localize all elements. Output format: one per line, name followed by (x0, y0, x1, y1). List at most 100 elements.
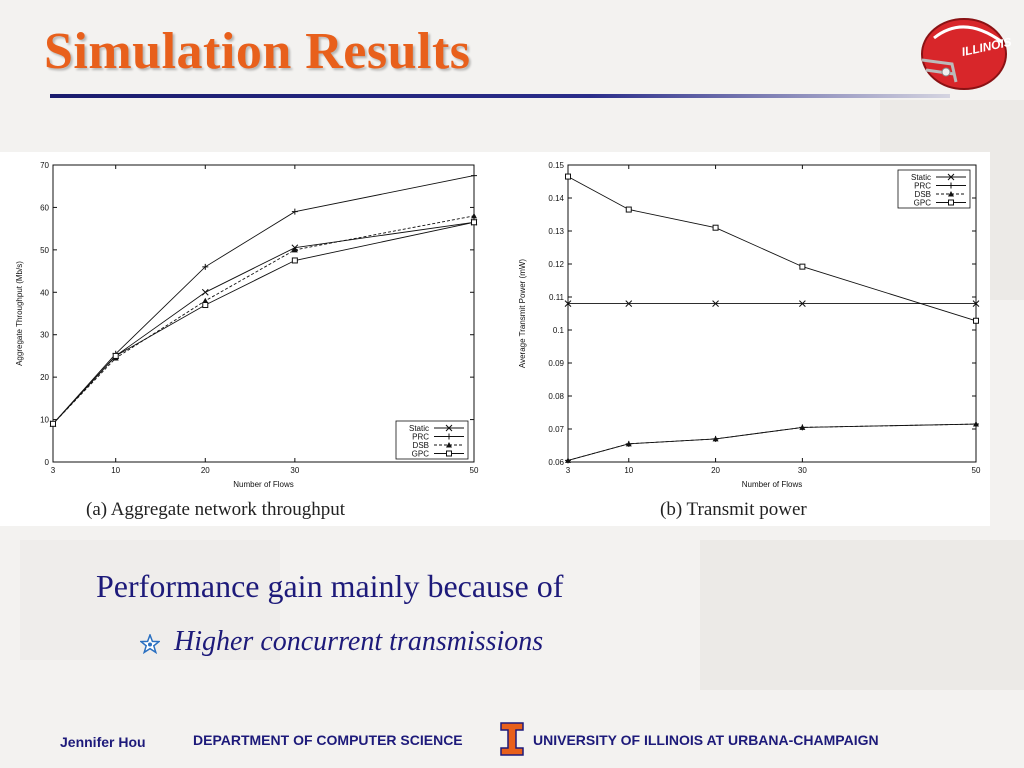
data-point-gpc (50, 420, 56, 427)
illinois-helmet-logo: ILLINOIS (921, 18, 1012, 90)
data-point-dsb (712, 435, 719, 442)
legend-label: GPC (914, 199, 932, 208)
x-tick-label: 30 (290, 466, 299, 475)
x-tick-label: 50 (470, 466, 479, 475)
legend-marker (948, 199, 954, 206)
legend-marker (446, 442, 452, 448)
x-tick-label: 30 (798, 466, 807, 475)
y-tick-label: 30 (40, 331, 49, 340)
y-axis-label: Average Transmit Power (mW) (518, 259, 527, 369)
data-point-dsb (202, 297, 209, 304)
body-line: Performance gain mainly because of (96, 568, 564, 604)
footer-author: Jennifer Hou (60, 734, 146, 750)
y-tick-label: 20 (40, 373, 49, 382)
plot-frame (52, 164, 475, 463)
x-tick-label: 50 (972, 466, 981, 475)
star-bullet-icon (140, 634, 160, 654)
data-point-dsb (625, 440, 632, 447)
legend-label: Static (911, 173, 931, 182)
series-line-dsb (567, 423, 977, 461)
y-tick-label: 0.13 (548, 227, 564, 236)
series-line-gpc (52, 221, 475, 425)
data-point-dsb (471, 212, 477, 219)
bullet-text: Higher concurrent transmissions (174, 626, 544, 657)
y-tick-label: 0.09 (548, 359, 564, 368)
legend-marker (446, 450, 452, 457)
title-underline (50, 94, 950, 98)
x-axis-label: Number of Flows (742, 480, 802, 489)
data-point-prc (202, 263, 209, 270)
charts-svg: 3 10 20 30 50 0 10 20 30 40 50 60 70 Number of Flows A… (15, 161, 981, 489)
y-tick-label: 0.06 (548, 458, 564, 467)
legend-marker (948, 191, 954, 197)
y-tick-label: 0.1 (553, 326, 565, 335)
data-point-gpc (202, 302, 209, 309)
footer-university: UNIVERSITY OF ILLINOIS AT URBANA-CHAMPAI… (533, 732, 879, 748)
legend-label: DSB (413, 441, 429, 450)
data-point-static (799, 300, 806, 307)
data-point-gpc (471, 219, 477, 226)
chart-a-caption: (a) Aggregate network throughput (86, 499, 346, 520)
data-point-static (972, 300, 980, 307)
data-point-gpc (565, 173, 571, 180)
x-tick-label: 20 (201, 466, 210, 475)
legend-box (897, 169, 971, 209)
y-tick-label: 0.14 (548, 194, 564, 203)
legend-marker (947, 173, 955, 181)
data-point-dsb (799, 424, 806, 430)
legend-label: DSB (915, 190, 931, 199)
data-point-dsb (291, 246, 298, 253)
series-line-static (52, 221, 475, 425)
y-tick-label: 40 (40, 288, 49, 297)
legend-label: Static (409, 424, 429, 433)
bullet-item: Higher concurrent transmissions (140, 626, 543, 658)
legend-marker (446, 433, 452, 440)
y-tick-label: 0 (45, 458, 50, 467)
x-tick-label: 20 (711, 466, 720, 475)
legend-marker (948, 182, 954, 189)
figure-panel: 3 10 20 30 50 0 10 20 30 40 50 60 70 Number of Flows A… (0, 152, 990, 526)
y-tick-label: 0.07 (548, 425, 564, 434)
data-point-prc (291, 208, 298, 215)
data-point-gpc (799, 263, 806, 270)
x-tick-label: 3 (51, 466, 56, 475)
y-tick-label: 70 (40, 161, 49, 170)
data-point-prc (471, 172, 477, 179)
x-tick-label: 10 (111, 466, 120, 475)
y-tick-label: 10 (40, 416, 49, 425)
x-tick-label: 10 (624, 466, 633, 475)
data-point-gpc (973, 317, 979, 324)
legend-label: PRC (412, 433, 429, 442)
y-tick-label: 50 (40, 246, 49, 255)
y-tick-label: 0.08 (548, 392, 564, 401)
footer-department: DEPARTMENT OF COMPUTER SCIENCE (193, 732, 463, 748)
legend-label: GPC (412, 450, 430, 459)
data-point-static (625, 300, 633, 307)
data-point-gpc (712, 224, 719, 231)
background-block (700, 540, 1024, 690)
x-axis-label: Number of Flows (233, 480, 293, 489)
data-point-dsb (565, 457, 571, 463)
y-tick-label: 60 (40, 203, 49, 212)
y-tick-label: 0.11 (549, 293, 565, 302)
y-axis-label: Aggregate Throughput (Mb/s) (15, 261, 24, 366)
data-point-static (712, 300, 719, 307)
y-tick-label: 0.12 (548, 260, 564, 269)
legend-label: PRC (914, 182, 931, 191)
illinois-i-logo (500, 722, 524, 756)
data-point-dsb (973, 421, 979, 427)
data-point-static (564, 300, 572, 307)
series-line-dsb (52, 215, 475, 425)
legend-box (395, 420, 469, 460)
chart-b-caption: (b) Transmit power (660, 499, 807, 520)
data-point-gpc (112, 352, 119, 359)
plot-frame (567, 164, 977, 463)
data-point-gpc (291, 257, 298, 264)
x-tick-label: 3 (566, 466, 571, 475)
y-tick-label: 0.15 (548, 161, 564, 170)
data-point-gpc (625, 206, 632, 213)
slide-title: Simulation Results (44, 23, 471, 80)
data-point-static (201, 288, 209, 296)
legend-marker (445, 424, 453, 432)
series-line-prc (52, 175, 475, 425)
